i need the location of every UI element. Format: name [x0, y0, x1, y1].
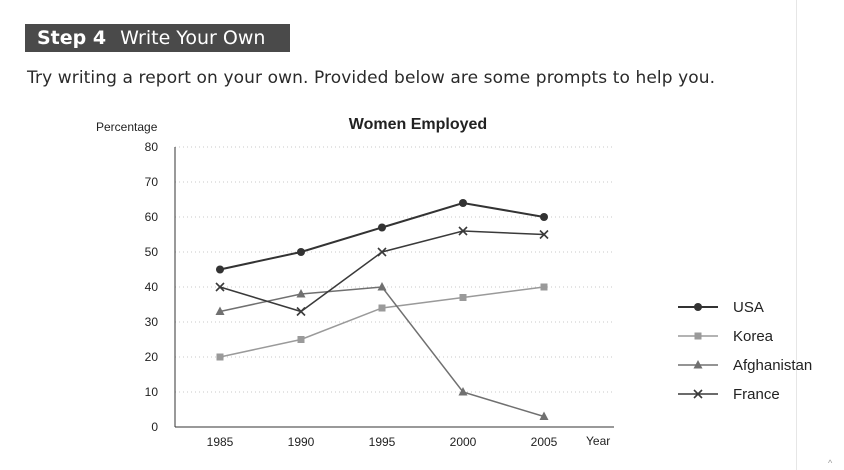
legend-marker-afghanistan	[693, 360, 703, 369]
data-point-korea	[297, 336, 305, 343]
x-tick-label: 1990	[288, 435, 315, 449]
y-tick-label: 80	[145, 140, 159, 154]
step-title: Write Your Own	[120, 27, 266, 49]
y-axis-label: Percentage	[96, 120, 158, 134]
legend: USA Korea Afghanistan France	[678, 299, 812, 403]
legend-label-korea: Korea	[733, 328, 774, 345]
data-point-france	[296, 306, 306, 317]
legend-label-afghanistan: Afghanistan	[733, 357, 812, 374]
x-tick-label: 1985	[207, 435, 234, 449]
data-point-usa	[540, 213, 548, 221]
y-tick-label: 30	[145, 315, 159, 329]
x-tick-label: 2000	[450, 435, 477, 449]
legend-marker-usa	[694, 303, 702, 311]
step-number: Step 4	[37, 27, 107, 49]
grid-lines	[175, 146, 614, 393]
data-point-usa	[216, 265, 224, 274]
data-point-afghanistan	[458, 387, 468, 396]
data-point-korea	[216, 353, 224, 361]
data-point-usa	[297, 248, 305, 256]
axes: 0 10 20 30 40 50 60 70 80 1985 1990 1995 2000 2005	[145, 140, 614, 449]
x-axis-label: Year	[586, 434, 610, 448]
series-layer	[215, 199, 549, 420]
y-tick-label: 20	[145, 350, 159, 364]
data-point-afghanistan	[296, 289, 306, 298]
data-point-afghanistan	[539, 411, 549, 420]
x-marker-stroke	[693, 389, 703, 399]
series-line-france	[219, 230, 545, 313]
data-point-france	[377, 247, 387, 257]
data-point-korea	[378, 304, 386, 312]
y-tick-label: 0	[151, 420, 158, 434]
data-point-korea	[459, 294, 467, 301]
data-point-korea	[540, 283, 548, 291]
x-tick-label: 1995	[369, 435, 396, 449]
y-tick-label: 50	[145, 245, 159, 259]
x-marker-stroke	[539, 229, 549, 240]
data-point-afghanistan	[215, 306, 225, 315]
series-line-usa	[219, 201, 545, 271]
y-tick-label: 40	[145, 280, 159, 294]
chart-title: Women Employed	[349, 116, 487, 133]
legend-marker-france	[693, 389, 703, 399]
data-point-usa	[459, 199, 467, 207]
data-point-afghanistan	[377, 282, 387, 291]
instructions-text: Try writing a report on your own. Provid…	[27, 68, 716, 88]
x-tick-label: 2005	[531, 435, 558, 449]
corner-mark: ^	[828, 458, 833, 468]
x-marker-stroke	[215, 282, 225, 292]
legend-label-usa: USA	[733, 299, 764, 316]
legend-label-france: France	[733, 386, 780, 403]
x-marker-stroke	[296, 306, 306, 317]
page-divider	[796, 0, 797, 470]
data-point-france	[539, 229, 549, 240]
data-point-france	[458, 226, 468, 236]
x-marker-stroke	[458, 226, 468, 236]
y-tick-label: 10	[145, 385, 159, 399]
data-point-france	[215, 282, 225, 292]
step-banner: Step 4 Write Your Own	[25, 24, 290, 52]
y-tick-label: 70	[145, 175, 159, 189]
y-tick-label: 60	[145, 210, 159, 224]
x-marker-stroke	[377, 247, 387, 257]
data-point-usa	[378, 223, 386, 232]
legend-marker-korea	[694, 332, 702, 340]
